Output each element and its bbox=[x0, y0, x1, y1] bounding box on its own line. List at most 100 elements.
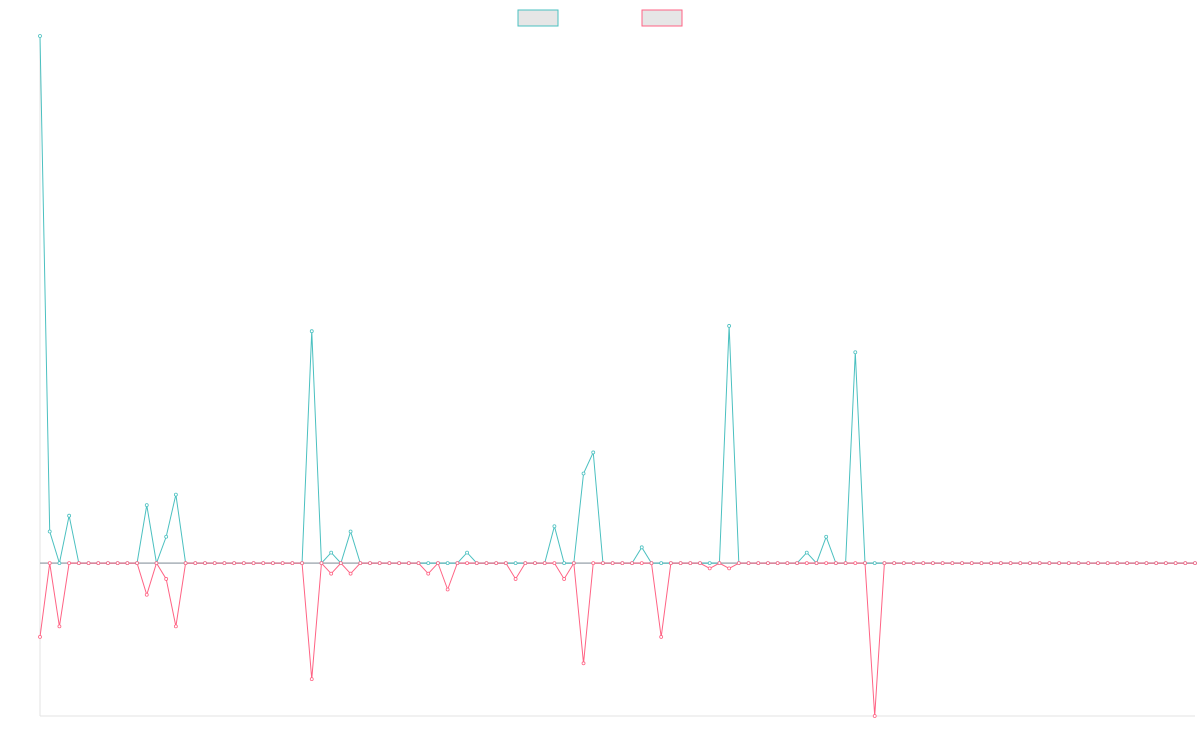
data-point-s1-53[interactable] bbox=[552, 524, 557, 529]
data-point-s2-70[interactable] bbox=[717, 561, 722, 566]
data-point-s2-34[interactable] bbox=[368, 561, 372, 566]
data-point-s2-83[interactable] bbox=[843, 561, 848, 566]
data-point-s1-84[interactable] bbox=[853, 350, 858, 355]
data-point-s2-2[interactable] bbox=[57, 624, 62, 629]
data-point-s1-30[interactable] bbox=[329, 550, 334, 555]
data-point-s2-73[interactable] bbox=[746, 561, 751, 566]
data-point-s2-67[interactable] bbox=[688, 561, 693, 566]
data-point-s2-23[interactable] bbox=[261, 561, 266, 566]
data-point-s2-102[interactable] bbox=[1028, 561, 1032, 566]
data-point-s1-49[interactable] bbox=[513, 561, 518, 566]
data-point-s2-52[interactable] bbox=[542, 561, 547, 566]
data-point-s2-63[interactable] bbox=[649, 561, 654, 566]
data-point-s2-98[interactable] bbox=[989, 561, 994, 566]
data-point-s2-76[interactable] bbox=[775, 561, 780, 566]
data-point-s2-0[interactable] bbox=[38, 635, 42, 639]
data-point-s2-27[interactable] bbox=[300, 561, 304, 566]
data-point-s1-0[interactable] bbox=[38, 34, 42, 38]
data-point-s2-43[interactable] bbox=[455, 561, 460, 566]
data-point-s2-39[interactable] bbox=[416, 561, 421, 566]
data-point-s2-19[interactable] bbox=[222, 561, 227, 566]
data-point-s2-118[interactable] bbox=[1183, 561, 1188, 566]
data-point-s2-109[interactable] bbox=[1096, 561, 1100, 566]
data-point-s2-50[interactable] bbox=[523, 561, 528, 566]
data-point-s1-40[interactable] bbox=[426, 561, 431, 566]
data-point-s2-1[interactable] bbox=[47, 561, 52, 566]
data-point-s2-11[interactable] bbox=[144, 592, 149, 597]
data-point-s2-78[interactable] bbox=[795, 561, 799, 566]
data-point-s2-97[interactable] bbox=[979, 561, 984, 566]
data-point-s2-95[interactable] bbox=[960, 561, 964, 566]
data-point-s1-71[interactable] bbox=[727, 324, 732, 328]
data-point-s2-30[interactable] bbox=[329, 571, 334, 576]
data-point-s2-9[interactable] bbox=[125, 561, 130, 566]
data-point-s2-77[interactable] bbox=[785, 561, 790, 566]
data-point-s2-80[interactable] bbox=[814, 561, 819, 566]
data-point-s2-26[interactable] bbox=[290, 561, 295, 566]
data-point-s2-10[interactable] bbox=[135, 561, 139, 566]
data-point-s2-33[interactable] bbox=[358, 561, 363, 566]
data-point-s2-60[interactable] bbox=[620, 561, 625, 566]
data-point-s2-99[interactable] bbox=[998, 561, 1003, 566]
data-point-s2-32[interactable] bbox=[348, 571, 353, 576]
data-point-s2-92[interactable] bbox=[931, 561, 935, 566]
data-point-s2-89[interactable] bbox=[901, 561, 906, 566]
data-point-s2-12[interactable] bbox=[154, 561, 159, 566]
data-point-s1-62[interactable] bbox=[639, 545, 644, 550]
data-point-s2-114[interactable] bbox=[1144, 561, 1149, 566]
data-point-s2-81[interactable] bbox=[824, 561, 829, 566]
data-point-s2-82[interactable] bbox=[833, 561, 838, 566]
data-point-s1-2[interactable] bbox=[57, 561, 62, 566]
data-point-s2-104[interactable] bbox=[1047, 561, 1052, 566]
data-point-s1-79[interactable] bbox=[804, 550, 809, 555]
data-point-s2-45[interactable] bbox=[474, 561, 479, 566]
data-point-s2-29[interactable] bbox=[319, 561, 324, 566]
data-point-s2-111[interactable] bbox=[1115, 561, 1120, 566]
data-point-s1-69[interactable] bbox=[707, 561, 712, 566]
data-point-s2-61[interactable] bbox=[630, 561, 634, 566]
data-point-s2-90[interactable] bbox=[911, 561, 916, 566]
data-point-s2-68[interactable] bbox=[698, 561, 702, 566]
data-point-s2-105[interactable] bbox=[1057, 561, 1062, 566]
data-point-s1-1[interactable] bbox=[47, 529, 52, 534]
data-point-s1-57[interactable] bbox=[591, 450, 596, 455]
data-point-s2-47[interactable] bbox=[494, 561, 499, 566]
data-point-s2-113[interactable] bbox=[1134, 561, 1139, 566]
data-point-s2-75[interactable] bbox=[766, 561, 770, 566]
data-point-s2-59[interactable] bbox=[610, 561, 615, 566]
data-point-s2-3[interactable] bbox=[67, 561, 72, 566]
data-point-s2-4[interactable] bbox=[76, 561, 81, 566]
data-point-s2-46[interactable] bbox=[484, 561, 489, 566]
data-point-s2-13[interactable] bbox=[164, 577, 169, 581]
data-point-s2-41[interactable] bbox=[436, 561, 440, 566]
data-point-s2-107[interactable] bbox=[1076, 561, 1081, 566]
data-point-s2-7[interactable] bbox=[106, 561, 110, 566]
data-point-s2-51[interactable] bbox=[533, 561, 537, 566]
data-point-s2-57[interactable] bbox=[591, 561, 596, 566]
data-point-s2-48[interactable] bbox=[503, 561, 508, 566]
data-point-s2-62[interactable] bbox=[639, 561, 644, 566]
data-point-s1-14[interactable] bbox=[173, 492, 178, 497]
data-point-s2-24[interactable] bbox=[271, 561, 275, 566]
data-point-s2-72[interactable] bbox=[736, 561, 741, 566]
data-point-s2-44[interactable] bbox=[465, 561, 469, 566]
data-point-s2-116[interactable] bbox=[1163, 561, 1168, 566]
data-point-s2-18[interactable] bbox=[212, 561, 217, 566]
data-point-s2-35[interactable] bbox=[377, 561, 382, 566]
data-point-s2-84[interactable] bbox=[853, 561, 858, 566]
data-point-s2-64[interactable] bbox=[659, 635, 664, 639]
data-point-s1-56[interactable] bbox=[581, 471, 586, 476]
data-point-s2-74[interactable] bbox=[756, 561, 761, 566]
data-point-s1-28[interactable] bbox=[309, 329, 314, 334]
data-point-s2-53[interactable] bbox=[552, 561, 557, 566]
data-point-s2-20[interactable] bbox=[232, 561, 237, 566]
data-point-s2-106[interactable] bbox=[1066, 561, 1071, 566]
data-point-s2-36[interactable] bbox=[387, 561, 392, 566]
data-point-s2-87[interactable] bbox=[882, 561, 887, 566]
legend-swatch-2[interactable] bbox=[641, 9, 683, 27]
data-point-s2-69[interactable] bbox=[707, 566, 712, 571]
data-point-s2-25[interactable] bbox=[280, 561, 285, 566]
data-point-s2-100[interactable] bbox=[1008, 561, 1013, 566]
data-point-s1-32[interactable] bbox=[348, 529, 353, 534]
data-point-s2-101[interactable] bbox=[1018, 561, 1023, 566]
